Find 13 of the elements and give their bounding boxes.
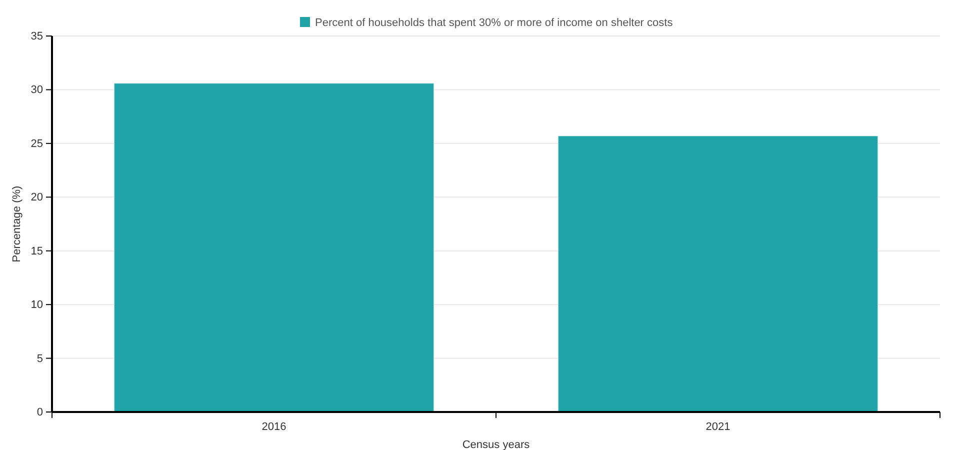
y-tick-label: 35 xyxy=(30,30,43,43)
x-axis-title: Census years xyxy=(462,439,530,450)
y-tick-label: 20 xyxy=(30,192,43,204)
y-tick-label: 5 xyxy=(36,352,43,365)
y-tick-label: 0 xyxy=(36,406,43,419)
y-axis-title: Percentage (%) xyxy=(11,186,23,262)
y-tick-label: 30 xyxy=(30,84,43,96)
y-tick-label: 25 xyxy=(30,138,43,150)
x-tick-label: 2016 xyxy=(262,421,286,433)
text: Percent of households that spent 30% or more of income on shelter costs xyxy=(315,17,674,29)
x-tick-label: 2021 xyxy=(706,421,730,433)
y-tick-label: 10 xyxy=(30,299,43,312)
y-tick-label: 15 xyxy=(30,245,43,258)
